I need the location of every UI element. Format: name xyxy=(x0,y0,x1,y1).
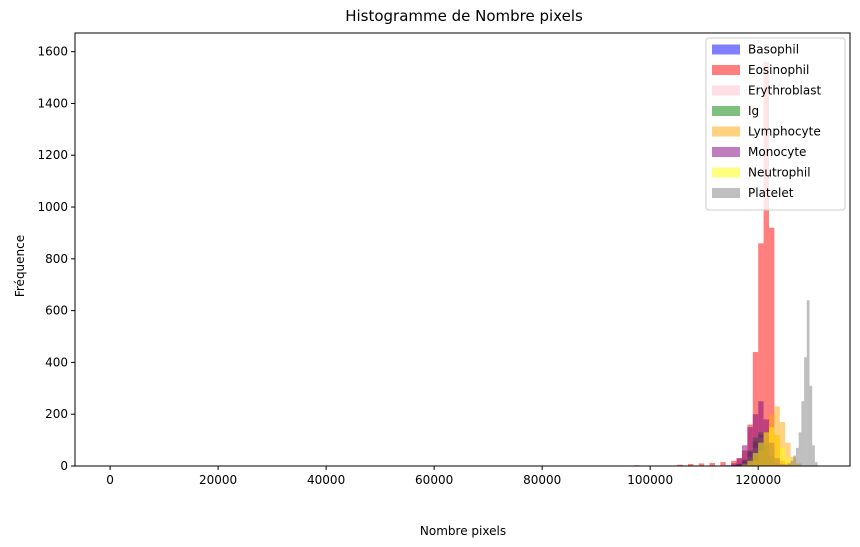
legend-swatch-basophil xyxy=(712,44,740,55)
bar-platelet-4 xyxy=(795,447,799,466)
bar-eosinophil-3 xyxy=(698,463,705,466)
bar-neutrophil-1 xyxy=(747,460,753,466)
legend-swatch-neutrophil xyxy=(712,167,740,178)
bar-monocyte-5 xyxy=(752,414,759,466)
bar-platelet-2 xyxy=(790,460,794,466)
y-tick-label-4: 800 xyxy=(45,252,68,266)
chart-title: Histogramme de Nombre pixels xyxy=(345,7,583,25)
bar-platelet-8 xyxy=(806,300,810,466)
legend-swatch-lymphocyte xyxy=(712,126,740,137)
y-tick-label-3: 600 xyxy=(45,304,68,318)
bar-neutrophil-7 xyxy=(779,447,786,466)
legend-label-platelet: Platelet xyxy=(748,186,794,200)
x-tick-label-0: 0 xyxy=(106,473,114,487)
legend-label-eosinophil: Eosinophil xyxy=(748,63,809,77)
bars-layer xyxy=(633,62,818,466)
y-tick-label-5: 1000 xyxy=(37,200,68,214)
bar-lymphocyte-6 xyxy=(779,421,786,466)
bar-eosinophil-13 xyxy=(768,227,775,466)
x-tick-label-5: 100000 xyxy=(627,473,673,487)
bar-monocyte-6 xyxy=(758,401,764,466)
x-axis: 0 20000 40000 60000 80000 100000 120000 xyxy=(106,466,781,487)
legend-swatch-eosinophil xyxy=(712,65,740,75)
legend-label-basophil: Basophil xyxy=(748,43,799,57)
bar-platelet-5 xyxy=(798,432,802,466)
bar-eosinophil-10 xyxy=(752,352,759,466)
legend-label-ig: Ig xyxy=(748,104,759,118)
bar-eosinophil-1 xyxy=(677,464,683,466)
bar-monocyte-2 xyxy=(736,458,742,466)
bar-platelet-9 xyxy=(809,385,813,466)
legend: Basophil Eosinophil Erythroblast Ig Lymphocy… xyxy=(705,37,846,211)
bar-neutrophil-0 xyxy=(741,464,748,466)
bar-eosinophil-4 xyxy=(709,462,715,466)
legend-label-lymphocyte: Lymphocyte xyxy=(748,125,821,139)
y-axis-label: Fréquence xyxy=(13,235,27,297)
bar-neutrophil-6 xyxy=(774,434,780,466)
y-tick-label-7: 1400 xyxy=(37,96,68,110)
bar-neutrophil-5 xyxy=(768,427,775,466)
bar-neutrophil-8 xyxy=(785,458,791,466)
y-tick-label-2: 400 xyxy=(45,355,68,369)
bar-eosinophil-12 xyxy=(763,62,769,466)
legend-swatch-monocyte xyxy=(712,147,740,157)
bar-platelet-10 xyxy=(812,445,815,466)
x-tick-label-3: 60000 xyxy=(415,473,453,487)
legend-swatch-platelet xyxy=(712,188,740,198)
legend-swatch-ig xyxy=(712,106,740,116)
bar-platelet-1 xyxy=(787,463,791,466)
bar-neutrophil-4 xyxy=(763,432,769,466)
bar-monocyte-3 xyxy=(741,445,748,466)
bar-monocyte-4 xyxy=(747,427,753,466)
bar-platelet-11 xyxy=(814,462,818,466)
bar-platelet-6 xyxy=(801,401,805,466)
bar-lymphocyte-7 xyxy=(785,442,791,466)
y-tick-label-8: 1600 xyxy=(37,45,68,59)
legend-label-neutrophil: Neutrophil xyxy=(748,166,811,180)
bar-eosinophil-11 xyxy=(758,243,764,466)
bar-platelet-0 xyxy=(785,464,788,466)
x-tick-label-6: 120000 xyxy=(735,473,781,487)
y-tick-label-0: 0 xyxy=(60,459,68,473)
bar-platelet-3 xyxy=(793,455,796,466)
bar-eosinophil-5 xyxy=(720,462,726,466)
y-tick-label-6: 1200 xyxy=(37,148,68,162)
x-tick-label-2: 40000 xyxy=(307,473,345,487)
bar-neutrophil-2 xyxy=(752,453,759,466)
bar-platelet-7 xyxy=(804,357,807,466)
legend-label-monocyte: Monocyte xyxy=(748,145,806,159)
bar-monocyte-1 xyxy=(731,463,737,466)
bar-eosinophil-2 xyxy=(687,463,694,466)
y-axis: 0 200 400 600 800 1000 1200 1400 1600 xyxy=(37,45,75,473)
legend-swatch-erythroblast xyxy=(712,85,740,96)
bar-neutrophil-3 xyxy=(758,442,764,466)
x-axis-label: Nombre pixels xyxy=(420,524,506,538)
x-tick-label-1: 20000 xyxy=(199,473,237,487)
x-tick-label-4: 80000 xyxy=(523,473,561,487)
y-tick-label-1: 200 xyxy=(45,407,68,421)
legend-box xyxy=(705,37,846,211)
plot-frame xyxy=(74,32,851,467)
legend-label-erythroblast: Erythroblast xyxy=(748,84,821,98)
